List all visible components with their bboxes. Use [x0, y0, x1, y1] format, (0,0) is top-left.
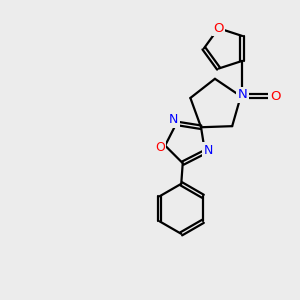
Text: N: N [204, 144, 213, 157]
Text: N: N [237, 88, 247, 101]
Text: O: O [270, 90, 280, 103]
Text: O: O [213, 22, 224, 35]
Text: O: O [155, 140, 165, 154]
Text: N: N [169, 113, 178, 126]
